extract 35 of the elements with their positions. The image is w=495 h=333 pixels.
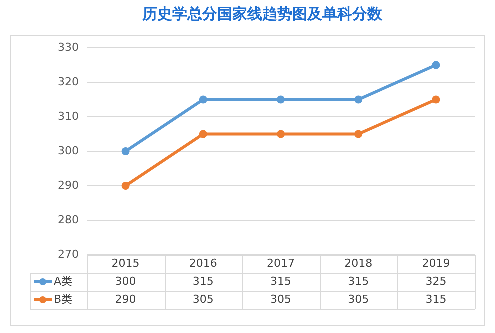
data-label: 325 [426, 274, 447, 288]
point [277, 130, 285, 138]
data-label: 305 [270, 292, 292, 306]
point [199, 96, 208, 104]
data-label: 315 [348, 274, 370, 288]
data-label: 300 [115, 274, 136, 288]
point [354, 96, 363, 104]
y-tick-label: 290 [58, 178, 79, 192]
data-label: 305 [348, 292, 370, 306]
y-tick-label: 320 [58, 75, 79, 88]
x-tick-label: 2016 [189, 256, 218, 270]
data-label: 315 [426, 292, 447, 306]
data-label: 290 [115, 292, 136, 306]
y-tick-label: 270 [58, 248, 79, 261]
x-tick-label: 2015 [112, 256, 140, 270]
data-label: 305 [192, 292, 214, 306]
data-label: 315 [270, 274, 292, 288]
point [122, 182, 130, 190]
point [277, 96, 285, 104]
x-tick-label: 2018 [344, 256, 373, 270]
y-tick-label: 280 [58, 213, 79, 226]
point [122, 148, 130, 156]
chart-title: 历史学总分国家线趋势图及单科分数 [142, 4, 384, 23]
point [199, 130, 208, 138]
y-tick-label: 330 [58, 40, 79, 54]
point [354, 130, 363, 138]
point [432, 61, 440, 70]
y-tick-label: 310 [58, 110, 79, 123]
legend-label: A类 [54, 274, 73, 288]
data-label: 315 [192, 274, 214, 288]
x-tick-label: 2019 [422, 256, 450, 270]
y-tick-label: 300 [58, 144, 79, 158]
x-tick-label: 2017 [267, 256, 295, 270]
point [432, 96, 440, 104]
legend-label: B类 [54, 292, 73, 306]
